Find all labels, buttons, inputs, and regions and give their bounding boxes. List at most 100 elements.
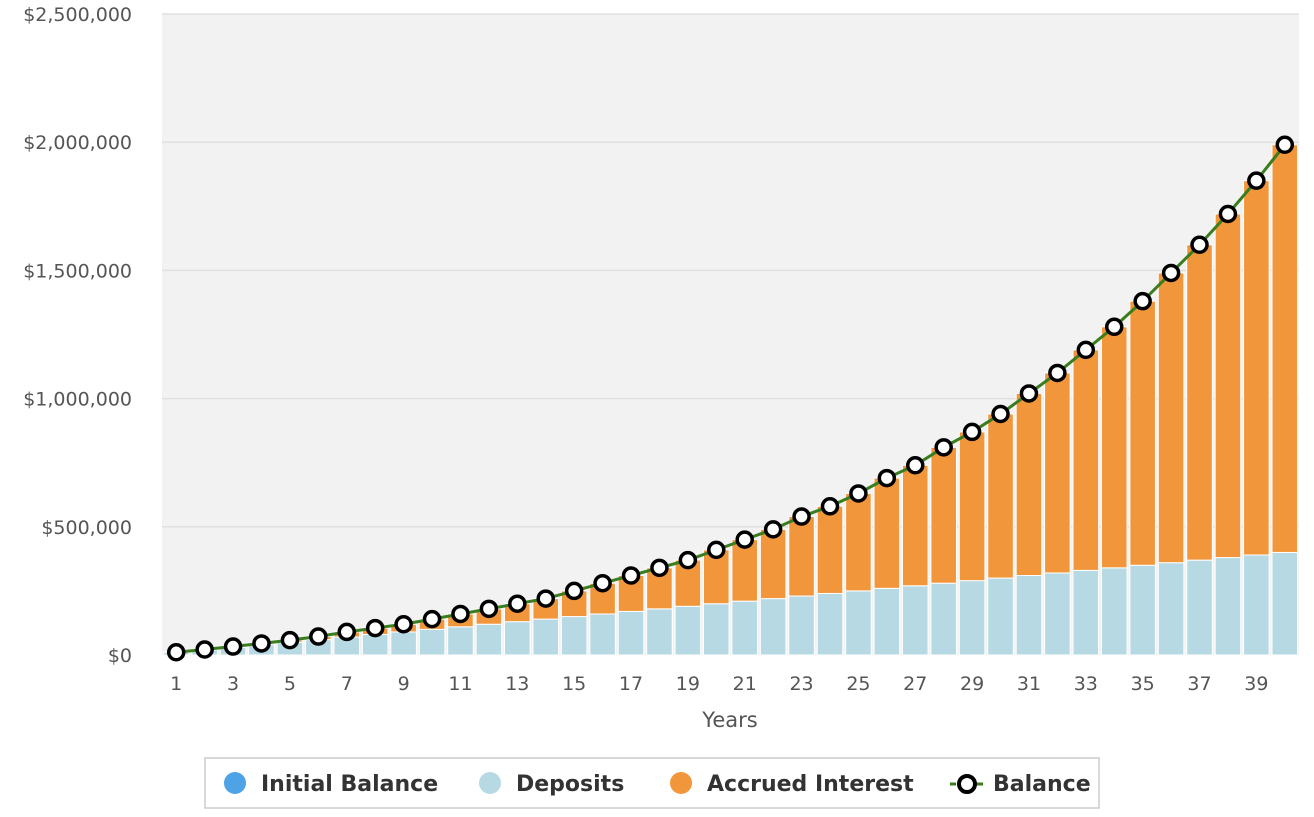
balance-series-line bbox=[176, 143, 1286, 654]
balance-point-year-14 bbox=[536, 589, 555, 608]
bar-accrued-interest-year-26 bbox=[873, 477, 901, 589]
bar-accrued-interest-year-29 bbox=[958, 431, 986, 582]
balance-point-year-37 bbox=[1190, 235, 1209, 255]
y-tick-label: $1,000,000 bbox=[23, 389, 132, 411]
legend-label-deposits: Deposits bbox=[516, 772, 624, 797]
bar-deposits-year-36 bbox=[1157, 562, 1185, 656]
bar-accrued-interest-year-27 bbox=[901, 464, 929, 587]
bar-deposits-year-32 bbox=[1044, 572, 1071, 656]
balance-point-year-13 bbox=[508, 594, 527, 613]
x-tick-label: 3 bbox=[227, 673, 239, 695]
legend-item-deposits[interactable]: Deposits bbox=[479, 772, 624, 797]
bar-deposits-year-16 bbox=[589, 613, 616, 656]
bar-accrued-interest-year-35 bbox=[1129, 300, 1156, 566]
bar-deposits-year-28 bbox=[930, 582, 957, 656]
balance-point-year-11 bbox=[451, 604, 470, 624]
bar-accrued-interest-year-22 bbox=[759, 528, 787, 600]
balance-point-year-31 bbox=[1019, 384, 1039, 403]
bar-accrued-interest-year-32 bbox=[1044, 372, 1071, 574]
balance-point-year-15 bbox=[564, 581, 584, 601]
bar-deposits-year-9 bbox=[390, 631, 417, 656]
y-tick-label: $1,500,000 bbox=[23, 260, 132, 282]
x-tick-label: 25 bbox=[846, 673, 870, 695]
balance-point-year-25 bbox=[849, 484, 868, 503]
bar-deposits-year-8 bbox=[361, 633, 389, 656]
x-tick-label: 29 bbox=[960, 673, 984, 695]
balance-point-year-12 bbox=[479, 599, 499, 619]
bar-deposits-year-37 bbox=[1186, 559, 1213, 656]
balance-swatch-marker bbox=[957, 774, 977, 794]
y-tick-label: $500,000 bbox=[41, 517, 132, 539]
balance-point-year-21 bbox=[735, 530, 754, 549]
bar-accrued-interest-year-38 bbox=[1214, 213, 1242, 559]
bar-accrued-interest-year-24 bbox=[816, 505, 844, 594]
balance-point-year-9 bbox=[394, 614, 413, 634]
bar-deposits-year-25 bbox=[845, 590, 872, 656]
balance-point-year-20 bbox=[707, 540, 726, 560]
bar-deposits-year-10 bbox=[418, 628, 446, 656]
balance-point-year-39 bbox=[1247, 171, 1266, 190]
legend-item-initial-balance[interactable]: Initial Balance bbox=[224, 772, 438, 797]
x-tick-label: 17 bbox=[619, 673, 643, 695]
bar-accrued-interest-year-33 bbox=[1072, 349, 1100, 571]
balance-point-year-34 bbox=[1104, 317, 1124, 337]
balance-point-year-30 bbox=[991, 404, 1010, 424]
balance-point-year-3 bbox=[223, 637, 243, 656]
legend: Initial Balance Deposits Accrued Interes… bbox=[204, 757, 1100, 809]
x-tick-label: 9 bbox=[398, 673, 410, 695]
y-axis-ticks: $0 $500,000 $1,000,000 $1,500,000 $2,000,000… bbox=[23, 4, 132, 667]
legend-item-accrued-interest[interactable]: Accrued Interest bbox=[670, 772, 914, 797]
initial-balance-swatch bbox=[224, 772, 246, 794]
x-tick-label: 19 bbox=[676, 673, 700, 695]
bar-deposits-year-12 bbox=[475, 623, 503, 656]
balance-point-year-18 bbox=[650, 558, 669, 578]
balance-point-year-1 bbox=[166, 643, 186, 662]
balance-point-year-22 bbox=[763, 520, 783, 539]
balance-point-year-23 bbox=[792, 507, 811, 526]
bar-deposits-year-29 bbox=[958, 580, 986, 656]
legend-label-accrued-interest: Accrued Interest bbox=[707, 772, 914, 797]
y-tick-label: $0 bbox=[108, 645, 132, 667]
bar-accrued-interest-year-23 bbox=[788, 516, 815, 597]
x-tick-label: 5 bbox=[284, 673, 296, 695]
bar-accrued-interest-year-34 bbox=[1100, 326, 1128, 569]
bar-deposits-year-27 bbox=[901, 585, 929, 656]
y-tick-label: $2,000,000 bbox=[23, 132, 132, 154]
bar-deposits-year-39 bbox=[1243, 554, 1270, 656]
balance-point-year-19 bbox=[678, 550, 698, 570]
bar-deposits-year-33 bbox=[1072, 569, 1100, 656]
balance-point-year-6 bbox=[309, 627, 328, 646]
bar-accrued-interest-year-25 bbox=[845, 492, 872, 592]
balance-point-year-24 bbox=[820, 497, 840, 516]
bar-deposits-year-17 bbox=[617, 610, 645, 656]
bar-accrued-interest-year-39 bbox=[1243, 180, 1270, 556]
legend-item-balance[interactable]: Balance bbox=[950, 772, 1091, 797]
balance-line bbox=[166, 135, 1295, 662]
balance-point-year-10 bbox=[422, 609, 442, 629]
bar-deposits-year-14 bbox=[532, 618, 560, 656]
bar-accrued-interest-year-40 bbox=[1271, 144, 1299, 553]
bar-deposits-year-38 bbox=[1214, 557, 1242, 656]
x-tick-label: 37 bbox=[1187, 673, 1211, 695]
bar-deposits-year-21 bbox=[731, 600, 759, 656]
y-tick-label: $2,500,000 bbox=[23, 4, 132, 26]
balance-point-year-38 bbox=[1218, 204, 1238, 224]
balance-point-year-28 bbox=[934, 438, 953, 457]
x-tick-label: 39 bbox=[1244, 673, 1268, 695]
bar-deposits-year-24 bbox=[816, 592, 844, 656]
balance-point-year-29 bbox=[962, 422, 982, 442]
legend-label-initial-balance: Initial Balance bbox=[261, 772, 438, 797]
balance-point-year-32 bbox=[1048, 363, 1067, 383]
bar-deposits-year-34 bbox=[1100, 567, 1128, 656]
balance-point-year-5 bbox=[280, 630, 300, 650]
bar-accrued-interest-year-17 bbox=[617, 575, 645, 612]
bar-accrued-interest-year-21 bbox=[731, 539, 759, 602]
bar-deposits-year-15 bbox=[560, 616, 588, 656]
bar-deposits-year-40 bbox=[1271, 551, 1299, 656]
bar-accrued-interest-year-36 bbox=[1157, 272, 1185, 564]
bar-deposits-year-22 bbox=[759, 598, 787, 656]
bar-accrued-interest-year-31 bbox=[1015, 392, 1043, 577]
x-tick-label: 33 bbox=[1074, 673, 1098, 695]
balance-point-year-35 bbox=[1133, 291, 1152, 311]
plot-background bbox=[162, 14, 1299, 655]
